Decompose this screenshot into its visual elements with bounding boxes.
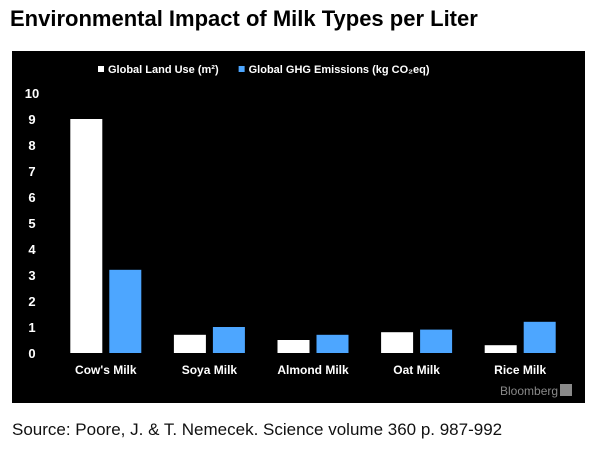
bloomberg-mark-icon bbox=[560, 384, 572, 396]
bar-ghg-emissions bbox=[523, 321, 556, 353]
y-tick-label: 1 bbox=[28, 320, 35, 335]
bars bbox=[70, 119, 556, 353]
chart-title: Environmental Impact of Milk Types per L… bbox=[10, 6, 478, 31]
y-tick-label: 8 bbox=[28, 138, 35, 153]
x-tick-label: Rice Milk bbox=[494, 363, 546, 377]
bloomberg-logo: Bloomberg bbox=[500, 384, 558, 398]
bar-land-use bbox=[277, 340, 310, 353]
y-tick-label: 9 bbox=[28, 112, 35, 127]
source-note: Source: Poore, J. & T. Nemecek. Science … bbox=[12, 420, 503, 439]
legend-swatch bbox=[238, 66, 245, 72]
y-tick-label: 7 bbox=[28, 164, 35, 179]
x-tick-label: Cow's Milk bbox=[75, 363, 137, 377]
y-tick-label: 0 bbox=[28, 346, 35, 361]
x-tick-label: Oat Milk bbox=[393, 363, 440, 377]
y-tick-label: 4 bbox=[28, 242, 36, 257]
y-tick-label: 2 bbox=[28, 294, 35, 309]
bar-land-use bbox=[381, 332, 414, 353]
x-tick-label: Almond Milk bbox=[277, 363, 349, 377]
y-axis: 0 1 2 3 4 5 6 7 8 9 10 bbox=[25, 86, 39, 361]
bar-ghg-emissions bbox=[420, 329, 453, 353]
y-tick-label: 3 bbox=[28, 268, 35, 283]
y-tick-label: 5 bbox=[28, 216, 35, 231]
x-axis: Cow's Milk Soya Milk Almond Milk Oat Milk Ri… bbox=[75, 363, 546, 377]
bar-land-use bbox=[173, 334, 206, 353]
bar-ghg-emissions bbox=[316, 334, 349, 353]
bar-land-use bbox=[70, 119, 103, 353]
x-tick-label: Soya Milk bbox=[182, 363, 238, 377]
y-tick-label: 6 bbox=[28, 190, 35, 205]
bar-land-use bbox=[484, 345, 517, 353]
bar-ghg-emissions bbox=[109, 269, 142, 353]
legend-swatch bbox=[98, 66, 104, 72]
legend-label: Global Land Use (m²) bbox=[108, 64, 219, 76]
bar-chart: Global Land Use (m²) Global GHG Emissions… bbox=[25, 64, 572, 398]
legend-label: Global GHG Emissions (kg CO₂eq) bbox=[249, 64, 430, 76]
chart-panel: Global Land Use (m²) Global GHG Emissions… bbox=[12, 51, 585, 403]
y-tick-label: 10 bbox=[25, 86, 39, 101]
bar-ghg-emissions bbox=[212, 327, 245, 353]
legend: Global Land Use (m²) Global GHG Emissions… bbox=[98, 64, 430, 76]
